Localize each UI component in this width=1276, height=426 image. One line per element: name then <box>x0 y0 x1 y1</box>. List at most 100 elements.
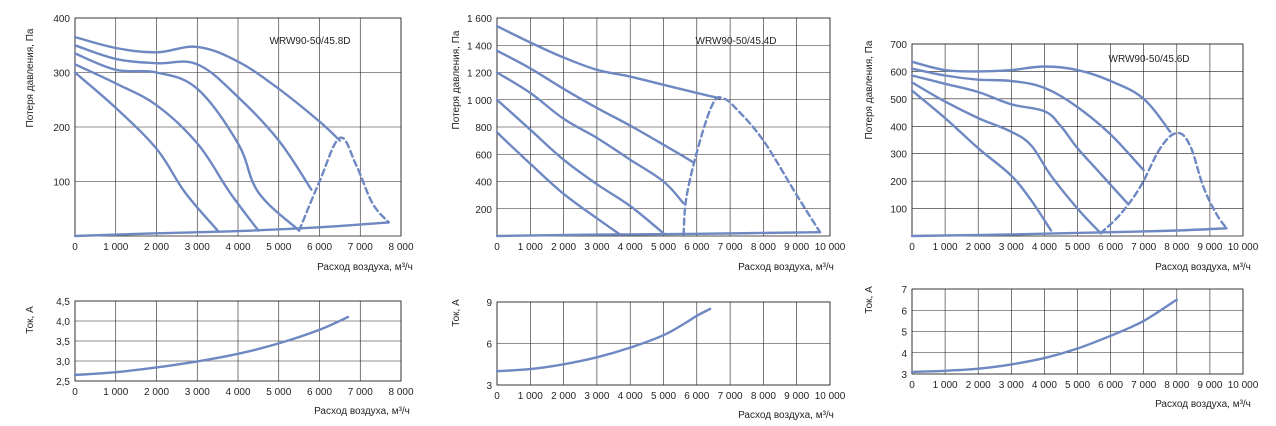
x-tick-label: 6 000 <box>1098 380 1123 391</box>
x-tick-label: 5 000 <box>266 387 291 398</box>
x-tick-label: 2 000 <box>966 242 991 253</box>
y-tick-label: 9 <box>486 298 492 309</box>
x-tick-label: 9 000 <box>1197 380 1222 391</box>
y-tick-label: 200 <box>890 177 907 188</box>
x-axis-label: Расход воздуха, м³/ч <box>314 406 410 417</box>
plot-frame <box>496 301 831 386</box>
y-tick-label: 800 <box>475 123 492 134</box>
x-tick-label: 7 000 <box>1131 380 1156 391</box>
x-tick-label: 7 000 <box>718 242 743 253</box>
x-tick-label: 2 000 <box>551 391 576 402</box>
x-tick-label: 8 000 <box>751 391 776 402</box>
y-tick-label: 7 <box>901 285 907 296</box>
y-axis-label: Потеря давления, Па <box>864 40 875 139</box>
y-axis-label: Ток, А <box>451 299 462 327</box>
x-axis-label: Расход воздуха, м³/ч <box>317 262 413 273</box>
y-tick-label: 400 <box>53 14 70 25</box>
y-tick-label: 100 <box>890 205 907 216</box>
x-tick-label: 3 000 <box>584 242 609 253</box>
y-tick-label: 1 600 <box>467 14 492 25</box>
series-line <box>495 71 685 205</box>
chart-title: WRW90-50/45.8D <box>270 36 351 47</box>
series-line <box>73 221 390 238</box>
series-line <box>73 315 350 377</box>
y-tick-label: 2,5 <box>56 377 70 388</box>
chart-3: 0 1 000 2 000 3 000 4 000 5 000 6 000 7 000 8 00… <box>864 40 1259 273</box>
x-tick-label: 1 000 <box>933 380 958 391</box>
x-tick-label: 8 000 <box>388 387 413 398</box>
series-line <box>495 131 622 236</box>
x-tick-label: 3 000 <box>185 242 210 253</box>
x-tick-label: 6 000 <box>684 242 709 253</box>
x-tick-label: 10 000 <box>815 391 846 402</box>
series-line <box>910 60 1172 133</box>
x-tick-label: 10 000 <box>1228 242 1259 253</box>
x-tick-label: 8 000 <box>1164 242 1189 253</box>
x-tick-label: 4 000 <box>225 242 250 253</box>
series-line <box>910 74 1129 205</box>
series-line <box>73 71 219 232</box>
chart-6: 0 1 000 2 000 3 000 4 000 5 000 6 000 7 000 8 00… <box>864 285 1259 410</box>
x-tick-label: 2 000 <box>966 380 991 391</box>
y-tick-label: 300 <box>53 69 70 80</box>
y-tick-label: 600 <box>890 67 907 78</box>
series-line <box>495 307 712 373</box>
y-tick-label: 4,0 <box>56 317 70 328</box>
y-tick-label: 400 <box>475 178 492 189</box>
x-tick-label: 10 000 <box>815 242 846 253</box>
y-tick-label: 3,5 <box>56 337 70 348</box>
plot-frame <box>74 17 402 237</box>
x-axis-label: Расход воздуха, м³/ч <box>738 410 834 421</box>
x-tick-label: 4 000 <box>1032 380 1057 391</box>
series-line <box>910 227 1228 238</box>
x-tick-label: 6 000 <box>307 242 332 253</box>
y-tick-label: 4,5 <box>56 297 70 308</box>
series-line <box>495 98 665 235</box>
y-tick-label: 500 <box>890 95 907 106</box>
x-tick-label: 3 000 <box>999 380 1024 391</box>
y-tick-label: 200 <box>53 123 70 134</box>
y-axis-label: Ток, А <box>864 286 875 314</box>
x-tick-label: 7 000 <box>348 242 373 253</box>
y-tick-label: 200 <box>475 205 492 216</box>
x-tick-label: 5 000 <box>651 242 676 253</box>
series-line <box>910 89 1053 232</box>
x-tick-label: 1 000 <box>518 242 543 253</box>
y-axis-label: Ток, А <box>25 306 36 334</box>
x-tick-label: 8 000 <box>388 242 413 253</box>
y-tick-label: 6 <box>901 306 907 317</box>
chart-title: WRW90-50/45.4D <box>696 36 777 47</box>
x-tick-label: 8 000 <box>751 242 776 253</box>
y-tick-label: 400 <box>890 122 907 133</box>
series-line-dashed <box>682 95 822 236</box>
chart-title: WRW90-50/45.6D <box>1109 54 1190 65</box>
x-tick-label: 0 <box>494 242 500 253</box>
series-line-dashed <box>1099 131 1228 235</box>
y-tick-label: 3 <box>486 381 492 392</box>
x-tick-label: 7 000 <box>1131 242 1156 253</box>
x-axis-label: Расход воздуха, м³/ч <box>1155 399 1251 410</box>
x-tick-label: 4 000 <box>618 242 643 253</box>
x-tick-label: 8 000 <box>1164 380 1189 391</box>
x-tick-label: 5 000 <box>651 391 676 402</box>
x-tick-label: 6 000 <box>307 387 332 398</box>
y-tick-label: 3 <box>901 370 907 381</box>
y-tick-label: 600 <box>475 150 492 161</box>
series-line <box>495 25 722 100</box>
x-tick-label: 9 000 <box>784 242 809 253</box>
x-tick-label: 0 <box>909 242 915 253</box>
y-axis-label: Потеря давления, Па <box>25 28 36 127</box>
y-axis-label: Потеря давления, Па <box>451 30 462 129</box>
plot-frame <box>911 288 1244 375</box>
x-tick-label: 0 <box>72 387 78 398</box>
y-tick-label: 1 400 <box>467 41 492 52</box>
x-axis-label: Расход воздуха, м³/ч <box>738 262 834 273</box>
y-tick-label: 6 <box>486 340 492 351</box>
y-tick-label: 700 <box>890 40 907 51</box>
series-line <box>73 52 301 232</box>
chart-4: 0 1 000 2 000 3 000 4 000 5 000 6 000 7 000 8 00… <box>25 297 414 417</box>
x-tick-label: 1 000 <box>518 391 543 402</box>
series-line <box>910 298 1178 374</box>
x-tick-label: 3 000 <box>584 391 609 402</box>
